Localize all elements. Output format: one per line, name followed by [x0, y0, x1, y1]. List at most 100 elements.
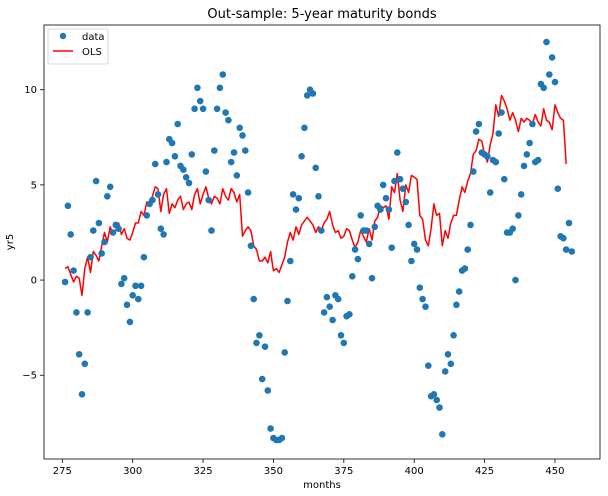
data-point: [433, 396, 441, 404]
data-point: [70, 267, 77, 274]
data-point: [185, 179, 193, 187]
data-point: [118, 280, 125, 288]
data-point: [87, 253, 94, 261]
data-point: [284, 297, 291, 305]
data-point: [287, 257, 294, 265]
chart-title: Out-sample: 5-year maturity bonds: [207, 7, 436, 22]
data-point: [467, 221, 474, 229]
data-point: [309, 90, 317, 97]
data-point: [135, 295, 142, 303]
data-point: [250, 295, 257, 303]
data-point: [365, 240, 373, 248]
data-point: [264, 387, 272, 394]
data-point: [202, 168, 210, 175]
data-point: [174, 120, 181, 128]
data-point: [101, 238, 108, 246]
y-tick-label: −5: [22, 371, 37, 382]
data-point: [289, 191, 297, 198]
data-point: [410, 240, 418, 248]
data-point: [292, 206, 300, 213]
data-point: [436, 404, 443, 411]
data-point: [326, 303, 334, 311]
data-point: [81, 360, 89, 368]
data-point: [78, 391, 86, 398]
data-point: [363, 227, 370, 234]
data-point: [312, 164, 320, 172]
data-point: [346, 311, 353, 318]
legend-data-label: data: [82, 32, 105, 43]
data-point: [402, 198, 410, 206]
x-tick-label: 375: [334, 466, 353, 477]
data-point: [492, 158, 500, 166]
x-tick-label: 300: [123, 466, 142, 477]
data-point: [106, 183, 114, 191]
data-point: [464, 246, 472, 253]
data-point: [475, 120, 483, 128]
data-point: [329, 316, 336, 324]
legend: data OLS: [47, 28, 109, 65]
data-point: [143, 212, 151, 219]
data-point: [140, 253, 148, 261]
data-point: [334, 295, 342, 303]
data-point: [98, 250, 105, 257]
data-point: [126, 318, 134, 326]
data-point: [377, 206, 384, 213]
data-point: [230, 149, 238, 156]
data-point: [565, 219, 573, 227]
data-point: [137, 282, 145, 290]
legend-ols-label: OLS: [82, 47, 102, 58]
data-point: [444, 351, 452, 358]
data-point: [495, 130, 503, 137]
x-tick-label: 275: [53, 466, 72, 477]
data-point: [261, 343, 269, 351]
data-point: [320, 309, 328, 316]
data-point: [90, 227, 97, 234]
data-point: [399, 185, 407, 192]
data-point: [295, 194, 303, 202]
data-point: [512, 276, 519, 284]
data-point: [484, 153, 491, 160]
data-point: [242, 147, 249, 154]
data-point: [205, 196, 212, 204]
data-point: [208, 227, 215, 234]
data-point: [239, 132, 246, 139]
data-point: [523, 151, 531, 158]
data-point: [455, 288, 463, 295]
data-point: [64, 202, 72, 210]
data-point: [267, 425, 274, 432]
data-point: [357, 212, 365, 219]
data-point: [303, 92, 311, 99]
data-point: [453, 301, 460, 309]
data-point: [340, 339, 348, 347]
data-point: [216, 84, 224, 92]
data-point: [95, 219, 103, 227]
data-point: [109, 229, 117, 236]
data-point: [196, 97, 204, 105]
y-tick-label: 5: [31, 180, 37, 191]
data-point: [61, 278, 69, 286]
data-point: [416, 284, 424, 292]
data-point: [120, 274, 128, 282]
data-point: [281, 349, 289, 356]
data-point: [104, 193, 111, 200]
x-tick-label: 400: [405, 466, 424, 477]
data-point: [73, 309, 80, 316]
data-point: [413, 246, 421, 253]
data-point: [225, 116, 232, 124]
data-point: [182, 174, 190, 181]
data-point: [439, 431, 446, 438]
data-point: [258, 375, 266, 383]
data-point: [422, 303, 429, 311]
data-point: [450, 332, 457, 339]
data-point: [408, 257, 415, 265]
data-point: [67, 231, 74, 238]
plot-area: [43, 24, 601, 460]
data-point: [517, 191, 525, 198]
x-tick-label: 450: [545, 466, 564, 477]
x-axis-label: months: [303, 480, 341, 491]
data-point: [388, 244, 396, 251]
data-point: [129, 292, 136, 299]
data-point: [385, 206, 393, 213]
data-point: [233, 172, 241, 179]
